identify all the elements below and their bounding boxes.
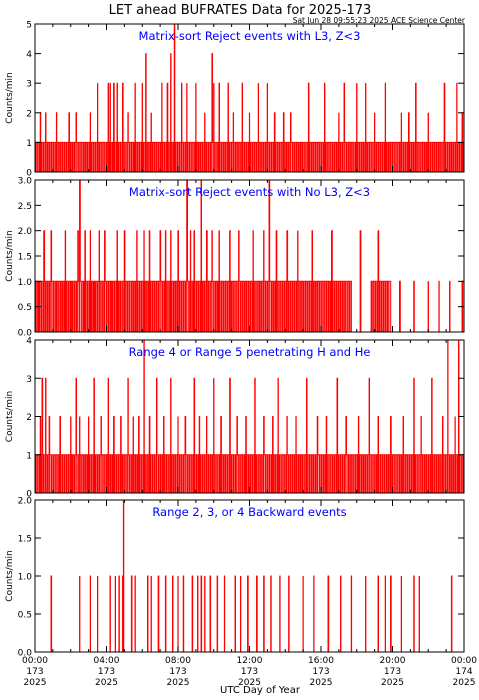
x-tick-label: 174 xyxy=(455,667,472,677)
y-tick-label: 1 xyxy=(26,139,32,149)
y-tick-label: 0 xyxy=(26,169,32,179)
panel-title: Range 2, 3, or 4 Backward events xyxy=(152,505,346,519)
x-axis-ticks: 00:00173202504:00173202508:00173202512:0… xyxy=(22,656,477,688)
panel-4-trace xyxy=(35,499,464,653)
x-tick-label: 173 xyxy=(384,667,401,677)
x-tick-label: 12:00 xyxy=(237,656,263,666)
x-tick-label: 00:00 xyxy=(451,656,477,666)
x-tick-label: 173 xyxy=(312,667,329,677)
figure-title: LET ahead BUFRATES Data for 2025-173 xyxy=(109,3,372,18)
y-tick-label: 0.0 xyxy=(18,649,33,659)
panel-2: 0.0 0.5 1.0 1.5 2.0 2.5 3.0 Counts/min Matrix-so… xyxy=(5,177,465,339)
panel-title: Matrix-sort Reject events with No L3, Z<… xyxy=(129,185,370,199)
x-tick-label: 08:00 xyxy=(165,656,191,666)
y-axis-label: Counts/min xyxy=(5,230,15,281)
x-axis-label: UTC Day of Year xyxy=(220,685,301,696)
panel-3-trace xyxy=(35,339,464,494)
x-tick-label: 2025 xyxy=(381,678,404,688)
y-tick-label: 1.5 xyxy=(18,253,32,263)
x-tick-label: 00:00 xyxy=(22,656,48,666)
y-tick-label: 2.0 xyxy=(18,227,33,237)
y-axis-label: Counts/min xyxy=(5,391,15,442)
y-tick-label: 1 xyxy=(26,451,32,461)
x-tick-label: 16:00 xyxy=(308,656,334,666)
y-axis-label: Counts/min xyxy=(5,72,15,123)
timestamp: Sat Jun 28 09:55:23 2025 ACE Science Cen… xyxy=(293,16,466,25)
y-tick-label: 4 xyxy=(26,337,32,347)
y-tick-label: 2.5 xyxy=(18,202,32,212)
y-tick-label: 3 xyxy=(26,375,32,385)
y-axis-label: Counts/min xyxy=(5,550,15,601)
y-tick-label: 1.0 xyxy=(18,573,33,583)
x-tick-label: 2025 xyxy=(95,678,118,688)
y-tick-label: 2.0 xyxy=(18,497,33,507)
y-tick-label: 0.5 xyxy=(18,611,32,621)
x-tick-label: 173 xyxy=(241,667,258,677)
y-tick-label: 2 xyxy=(26,413,32,423)
x-tick-label: 2025 xyxy=(24,678,47,688)
y-tick-label: 0.5 xyxy=(18,303,32,313)
panel-3: 0 1 2 3 4 Counts/min Range 4 or Range 5 penetr… xyxy=(5,337,465,500)
panel-4-frame xyxy=(34,499,465,653)
x-tick-label: 04:00 xyxy=(94,656,120,666)
y-tick-label: 4 xyxy=(26,50,32,60)
y-tick-label: 2 xyxy=(26,109,32,119)
x-tick-label: 2025 xyxy=(167,678,190,688)
panel-title: Matrix-sort Reject events with L3, Z<3 xyxy=(139,29,361,43)
x-tick-label: 2025 xyxy=(453,678,476,688)
y-tick-label: 1.0 xyxy=(18,278,33,288)
y-tick-label: 3.0 xyxy=(18,177,33,187)
x-tick-label: 173 xyxy=(169,667,186,677)
x-tick-label: 2025 xyxy=(238,678,261,688)
x-tick-label: 20:00 xyxy=(380,656,406,666)
panel-1: 0 1 2 3 4 5 Counts/min Matrix-sort Reject event… xyxy=(5,21,465,179)
y-tick-label: 1.5 xyxy=(18,535,32,545)
x-tick-label: 2025 xyxy=(310,678,333,688)
y-tick-label: 5 xyxy=(26,21,32,31)
y-tick-label: 0.0 xyxy=(18,329,33,339)
panels: 0 1 2 3 4 5 Counts/min Matrix-sort Reject event… xyxy=(5,21,465,659)
y-tick-label: 3 xyxy=(26,80,32,90)
panel-4: 0.0 0.5 1.0 1.5 2.0 Counts/min Range 2, 3, or … xyxy=(5,497,465,659)
panel-title: Range 4 or Range 5 penetrating H and He xyxy=(129,345,371,359)
x-tick-label: 173 xyxy=(26,667,43,677)
y-tick-label: 0 xyxy=(26,490,32,500)
x-tick-label: 173 xyxy=(98,667,115,677)
